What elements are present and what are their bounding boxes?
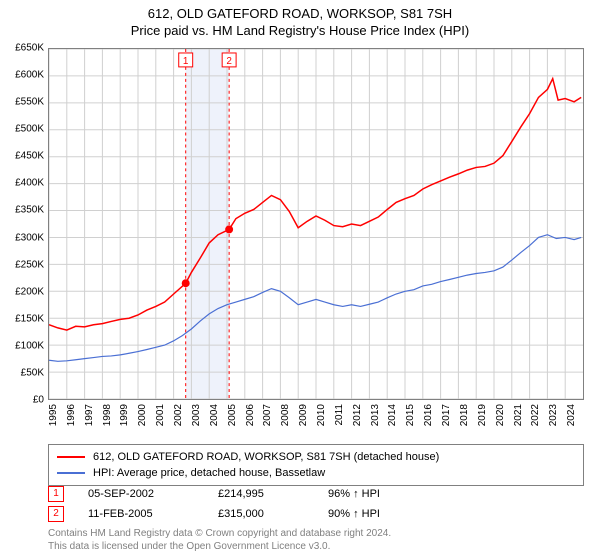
x-tick-label: 1998 — [102, 404, 113, 444]
sale-hpi: 96% ↑ HPI — [328, 488, 448, 500]
legend-row: HPI: Average price, detached house, Bass… — [57, 465, 575, 481]
x-tick-label: 2003 — [191, 404, 202, 444]
sale-price: £214,995 — [218, 488, 328, 500]
x-tick-label: 1995 — [48, 404, 59, 444]
x-tick-label: 2011 — [334, 404, 345, 444]
sale-marker-icon: 2 — [48, 506, 64, 522]
sale-row: 1 05-SEP-2002£214,99596% ↑ HPI — [48, 484, 448, 504]
title-block: 612, OLD GATEFORD ROAD, WORKSOP, S81 7SH… — [0, 0, 600, 38]
footer-line2: This data is licensed under the Open Gov… — [48, 541, 391, 554]
sales-table: 1 05-SEP-2002£214,99596% ↑ HPI 2 11-FEB-200… — [48, 484, 448, 524]
title-line2: Price paid vs. HM Land Registry's House … — [0, 23, 600, 38]
x-tick-label: 2005 — [227, 404, 238, 444]
sale-row: 2 11-FEB-2005£315,00090% ↑ HPI — [48, 504, 448, 524]
x-tick-label: 2019 — [477, 404, 488, 444]
x-tick-label: 2014 — [387, 404, 398, 444]
sale-marker-icon: 1 — [48, 486, 64, 502]
x-tick-label: 1999 — [119, 404, 130, 444]
legend-swatch — [57, 456, 85, 458]
y-tick-label: £450K — [0, 151, 44, 162]
legend-swatch — [57, 472, 85, 474]
x-tick-label: 2001 — [155, 404, 166, 444]
y-tick-label: £350K — [0, 205, 44, 216]
x-tick-label: 2021 — [513, 404, 524, 444]
y-tick-label: £500K — [0, 124, 44, 135]
y-tick-label: £250K — [0, 259, 44, 270]
y-tick-label: £400K — [0, 178, 44, 189]
x-tick-label: 1996 — [66, 404, 77, 444]
y-tick-label: £0 — [0, 395, 44, 406]
x-tick-label: 2017 — [441, 404, 452, 444]
chart-area: 12 £0£50K£100K£150K£200K£250K£300K£350K£… — [48, 48, 584, 400]
legend-label: 612, OLD GATEFORD ROAD, WORKSOP, S81 7SH… — [93, 451, 439, 463]
x-tick-label: 2002 — [173, 404, 184, 444]
x-tick-label: 2006 — [245, 404, 256, 444]
y-tick-label: £650K — [0, 43, 44, 54]
y-tick-label: £200K — [0, 286, 44, 297]
x-tick-label: 2023 — [548, 404, 559, 444]
x-tick-label: 2012 — [352, 404, 363, 444]
x-tick-label: 2008 — [280, 404, 291, 444]
x-tick-label: 2022 — [530, 404, 541, 444]
y-tick-label: £550K — [0, 97, 44, 108]
x-tick-label: 1997 — [84, 404, 95, 444]
x-tick-label: 2020 — [495, 404, 506, 444]
x-tick-label: 2009 — [298, 404, 309, 444]
x-tick-label: 2018 — [459, 404, 470, 444]
title-line1: 612, OLD GATEFORD ROAD, WORKSOP, S81 7SH — [0, 6, 600, 21]
x-tick-label: 2000 — [137, 404, 148, 444]
plot-svg: 12 — [48, 48, 584, 400]
svg-text:2: 2 — [226, 56, 232, 67]
x-tick-label: 2010 — [316, 404, 327, 444]
x-tick-label: 2015 — [405, 404, 416, 444]
legend-label: HPI: Average price, detached house, Bass… — [93, 467, 325, 479]
x-tick-label: 2013 — [370, 404, 381, 444]
x-tick-label: 2004 — [209, 404, 220, 444]
y-tick-label: £150K — [0, 313, 44, 324]
legend-row: 612, OLD GATEFORD ROAD, WORKSOP, S81 7SH… — [57, 449, 575, 465]
svg-text:1: 1 — [183, 56, 189, 67]
x-tick-label: 2007 — [262, 404, 273, 444]
legend-box: 612, OLD GATEFORD ROAD, WORKSOP, S81 7SH… — [48, 444, 584, 486]
chart-container: 612, OLD GATEFORD ROAD, WORKSOP, S81 7SH… — [0, 0, 600, 560]
sale-date: 05-SEP-2002 — [88, 488, 218, 500]
sale-hpi: 90% ↑ HPI — [328, 508, 448, 520]
x-tick-label: 2024 — [566, 404, 577, 444]
y-tick-label: £300K — [0, 232, 44, 243]
y-tick-label: £600K — [0, 70, 44, 81]
footer-line1: Contains HM Land Registry data © Crown c… — [48, 528, 391, 541]
sale-date: 11-FEB-2005 — [88, 508, 218, 520]
footer-text: Contains HM Land Registry data © Crown c… — [48, 528, 391, 553]
y-tick-label: £50K — [0, 367, 44, 378]
x-tick-label: 2016 — [423, 404, 434, 444]
sale-price: £315,000 — [218, 508, 328, 520]
y-tick-label: £100K — [0, 340, 44, 351]
